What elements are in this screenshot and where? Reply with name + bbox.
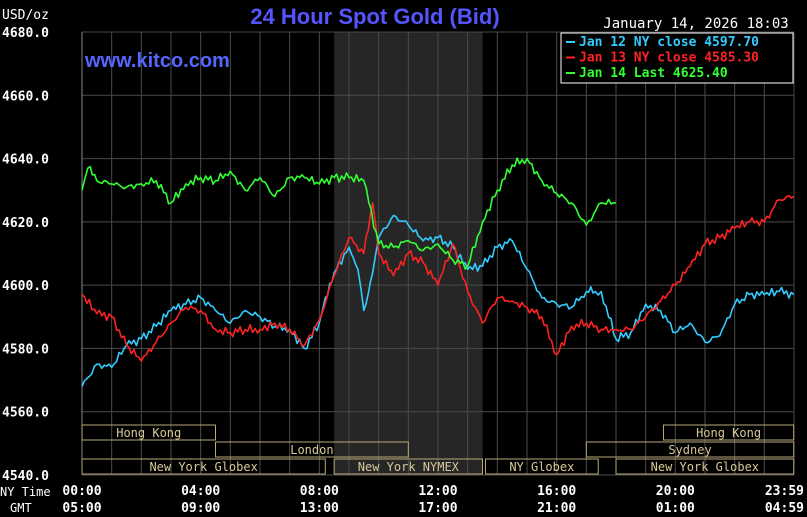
legend-entry: Jan 12 NY close 4597.70 xyxy=(579,35,759,50)
x-tick-label-gmt: 01:00 xyxy=(656,501,695,516)
x-tick-label-ny: 20:00 xyxy=(656,484,695,499)
market-session-box xyxy=(615,458,795,475)
x-tick-label-ny: 08:00 xyxy=(300,484,339,499)
timestamp: January 14, 2026 18:03 xyxy=(603,16,788,32)
x-tick-label-gmt: 17:00 xyxy=(418,501,457,516)
x-tick-label-ny: 00:00 xyxy=(62,484,101,499)
x-tick-label-gmt: 04:59 xyxy=(765,501,804,516)
market-session-box xyxy=(81,458,326,475)
series-line xyxy=(81,194,795,362)
x-tick-label-ny: 23:59 xyxy=(765,484,804,499)
market-session-label: Hong Kong xyxy=(696,426,761,440)
legend-entry: Jan 14 Last 4625.40 xyxy=(579,66,728,81)
market-session-box xyxy=(81,424,216,441)
chart-title: 24 Hour Spot Gold (Bid) xyxy=(250,4,499,29)
market-session-box xyxy=(215,441,409,458)
market-sessions-layer: Hong Kong Hong Kong London Sydney New York G… xyxy=(81,424,795,475)
legend-box xyxy=(560,32,794,84)
market-session-label: Sydney xyxy=(668,443,711,457)
x-tick-label-gmt: 21:00 xyxy=(537,501,576,516)
axes-layer: 4540.0 4560.0 4580.0 4600.0 4620.0 4640.0 4660… xyxy=(0,26,804,516)
x-tick-label-ny: 16:00 xyxy=(537,484,576,499)
y-tick-label: 4680.0 xyxy=(2,26,49,41)
y-tick-label: 4620.0 xyxy=(2,216,49,231)
market-session-box xyxy=(333,458,483,475)
series-line xyxy=(81,157,617,270)
market-session-box xyxy=(662,424,795,441)
market-session-label: New York NYMEX xyxy=(358,460,460,474)
y-tick-label: 4640.0 xyxy=(2,153,49,168)
unit-label: USD/oz xyxy=(2,8,49,23)
y-tick-label: 4600.0 xyxy=(2,279,49,294)
ny-time-label: NY Time xyxy=(0,485,51,499)
x-tick-label-ny: 12:00 xyxy=(418,484,457,499)
x-tick-label-gmt: 13:00 xyxy=(300,501,339,516)
y-tick-label: 4540.0 xyxy=(2,469,49,484)
y-tick-label: 4580.0 xyxy=(2,342,49,357)
market-session-box xyxy=(484,458,599,475)
y-tick-label: 4660.0 xyxy=(2,89,49,104)
market-session-label: NY Globex xyxy=(509,460,574,474)
series-layer xyxy=(81,157,795,387)
market-session-box xyxy=(585,441,795,458)
market-session-label: London xyxy=(290,443,333,457)
market-session-label: New York Globex xyxy=(149,460,257,474)
x-tick-label-ny: 04:00 xyxy=(181,484,220,499)
series-line xyxy=(81,214,795,387)
x-tick-label-gmt: 05:00 xyxy=(62,501,101,516)
gmt-label: GMT xyxy=(10,501,32,515)
watermark: www.kitco.com xyxy=(84,50,230,72)
x-tick-label-gmt: 09:00 xyxy=(181,501,220,516)
y-tick-label: 4560.0 xyxy=(2,406,49,421)
market-session-label: Hong Kong xyxy=(116,426,181,440)
legend-entry: Jan 13 NY close 4585.30 xyxy=(579,51,759,66)
market-session-label: New York Globex xyxy=(651,460,759,474)
